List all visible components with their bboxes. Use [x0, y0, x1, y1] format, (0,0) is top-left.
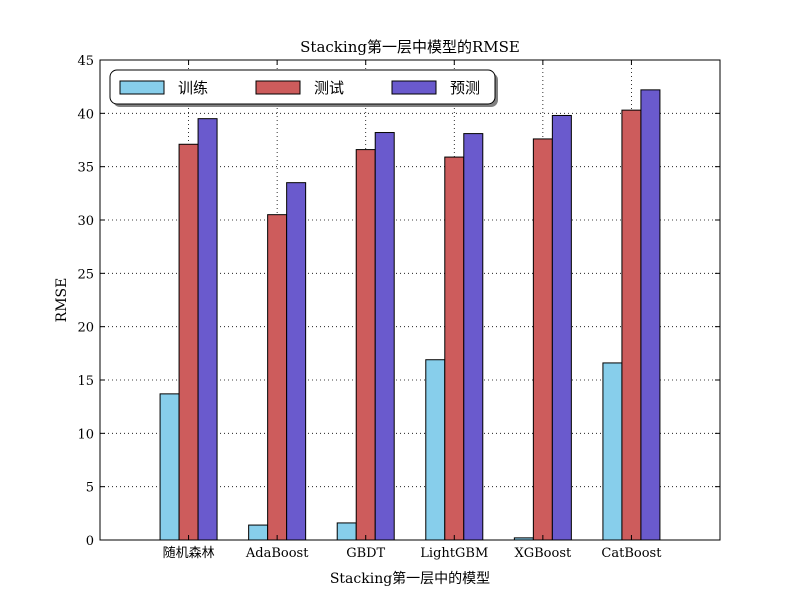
- bar: [355, 149, 376, 541]
- bar: [374, 132, 395, 541]
- y-tick-label: 35: [77, 161, 94, 176]
- y-tick-label: 15: [77, 374, 94, 389]
- bar: [425, 359, 446, 541]
- bar: [178, 143, 199, 541]
- legend: 训练 测试 预测: [109, 69, 498, 107]
- y-tick-label: 20: [77, 321, 94, 336]
- bar: [286, 182, 307, 541]
- axis-ticks: 0 5 10 15 20 25 30 35 40 45 随机森林 AdaBoost GBDT LightG…: [77, 54, 720, 561]
- bar: [444, 156, 465, 541]
- legend-swatch: [119, 80, 165, 95]
- x-tick-label: GBDT: [346, 546, 385, 561]
- bar: [336, 522, 357, 541]
- y-tick-label: 10: [77, 427, 94, 442]
- legend-swatch: [255, 80, 301, 95]
- plot-frame: [99, 59, 721, 541]
- legend-label: 训练: [178, 79, 208, 97]
- legend-swatch: [391, 80, 437, 95]
- y-tick-label: 40: [77, 107, 94, 122]
- bar: [267, 214, 288, 541]
- bar: [551, 114, 572, 541]
- x-tick-label: LightGBM: [420, 546, 488, 561]
- bar: [640, 89, 661, 541]
- bars: [159, 89, 661, 541]
- x-tick-label: CatBoost: [601, 546, 662, 561]
- y-tick-label: 25: [77, 267, 94, 282]
- x-tick-label: AdaBoost: [245, 546, 309, 561]
- bar: [159, 393, 180, 541]
- bar: [248, 524, 269, 541]
- y-tick-label: 0: [86, 534, 94, 549]
- bar: [197, 118, 218, 541]
- x-tick-label: XGBoost: [514, 546, 572, 561]
- legend-label: 预测: [450, 79, 480, 97]
- x-tick-label: 随机森林: [163, 546, 215, 561]
- y-tick-label: 5: [86, 481, 94, 496]
- y-axis-label: RMSE: [54, 278, 70, 323]
- y-tick-label: 30: [77, 214, 94, 229]
- x-axis-label: Stacking第一层中的模型: [330, 570, 490, 587]
- bar: [621, 109, 642, 541]
- legend-label: 测试: [314, 79, 344, 97]
- legend-box: [109, 69, 496, 105]
- bar: [532, 138, 553, 541]
- bar: [463, 133, 484, 541]
- bar: [602, 362, 623, 541]
- chart-title: Stacking第一层中模型的RMSE: [300, 38, 520, 56]
- y-tick-label: 45: [77, 54, 94, 69]
